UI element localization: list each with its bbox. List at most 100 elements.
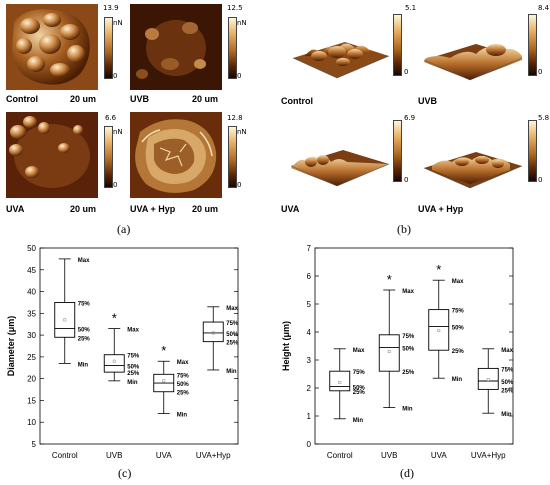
colorbar-unit-control: nN: [113, 19, 123, 27]
y-tick-label-0: 0: [307, 440, 312, 449]
box-2: Max 75% 50% 25% Min * UVA: [153, 343, 190, 460]
y-tick-label-5: 5: [307, 300, 312, 309]
afm-3d-control: [285, 14, 395, 94]
annotation-q3: 75%: [127, 354, 140, 360]
annotation-min: Min: [78, 362, 89, 368]
box-body: [477, 367, 499, 390]
annotation-max: Max: [127, 328, 139, 334]
category-label-3: UVA+Hyp: [196, 451, 231, 460]
afm-image-control: [6, 4, 98, 90]
y-axis-label: Height (μm): [281, 321, 291, 371]
y-tick-label-2: 2: [307, 384, 312, 393]
annotation-max: Max: [402, 289, 414, 295]
y-tick-label-8: 45: [27, 266, 36, 275]
tile-label-uva-hyp: UVA + Hyp: [130, 204, 176, 214]
colorbar-3d-max-uvb: 8.4: [538, 4, 550, 12]
y-tick-label-3: 20: [27, 375, 36, 384]
colorbar-uva: [104, 126, 113, 188]
category-label-0: Control: [327, 451, 353, 460]
annotation-min: Min: [353, 418, 364, 424]
colorbar-max-uvb: 12.5: [227, 4, 243, 12]
annotation-median: 50%: [452, 325, 465, 331]
annotation-q1: 25%: [78, 336, 91, 342]
scale-label-uvb: 20 um: [192, 94, 219, 104]
box-body: [54, 301, 76, 338]
colorbar-3d-uvb: [528, 14, 537, 76]
annotation-min: Min: [127, 380, 138, 386]
colorbar-3d-max-control: 5.1: [405, 4, 417, 12]
category-label-1: UVB: [381, 451, 397, 460]
mean-marker: [437, 329, 441, 333]
y-axis-label: Diameter (μm): [6, 316, 16, 377]
panel-label-b: (b): [397, 222, 411, 236]
category-label-0: Control: [52, 451, 78, 460]
y-tick-label-6: 35: [27, 309, 36, 318]
colorbar-max-uva: 6.6: [105, 114, 117, 122]
annotation-median: 50%: [127, 365, 140, 371]
colorbar-unit-uvb: nN: [237, 19, 247, 27]
afm-image-uva-hyp: [130, 112, 222, 198]
category-label-2: UVA: [431, 451, 448, 460]
y-tick-label-7: 7: [307, 244, 312, 253]
colorbar-uvb: [228, 17, 237, 79]
colorbar-3d-max-uva-hyp: 5.8: [538, 114, 550, 122]
tile-label-control: Control: [6, 94, 38, 104]
y-tick-label-9: 50: [27, 244, 36, 253]
colorbar-min-control: 0: [113, 72, 118, 80]
afm-image-uvb: [130, 4, 222, 90]
annotation-q1: 25%: [353, 390, 366, 396]
colorbar-3d-min-uva: 0: [404, 176, 409, 184]
y-tick-label-3: 3: [307, 356, 312, 365]
category-label-2: UVA: [156, 451, 173, 460]
panel-label-d: (d): [400, 466, 414, 480]
tile-3d-label-control: Control: [281, 96, 313, 106]
annotation-q3: 75%: [78, 301, 91, 307]
annotation-max: Max: [78, 258, 90, 264]
category-label-1: UVB: [106, 451, 122, 460]
annotation-median: 50%: [353, 386, 366, 392]
colorbar-3d-control: [393, 14, 402, 76]
panel-label-a: (a): [117, 222, 131, 236]
significance-marker: *: [387, 272, 392, 287]
plot-frame: [314, 247, 514, 445]
colorbar-max-uva-hyp: 12.8: [227, 114, 243, 122]
annotation-q3: 75%: [226, 321, 239, 327]
colorbar-3d-min-control: 0: [404, 68, 409, 76]
annotation-q1: 25%: [177, 391, 190, 397]
tile-3d-label-uvb: UVB: [418, 96, 438, 106]
colorbar-3d-min-uva-hyp: 0: [538, 176, 543, 184]
annotation-min: Min: [452, 377, 463, 383]
mean-marker: [486, 378, 490, 382]
box-3: Max 75% 50% 25% Min UVA+Hyp: [196, 306, 239, 460]
annotation-q1: 25%: [501, 388, 514, 394]
y-tick-label-1: 1: [307, 412, 312, 421]
y-tick-label-7: 40: [27, 288, 36, 297]
annotation-min: Min: [402, 407, 413, 413]
annotation-min: Min: [226, 369, 237, 375]
panel-label-c: (c): [118, 466, 132, 480]
y-tick-label-6: 6: [307, 272, 312, 281]
tile-label-uvb: UVB: [130, 94, 150, 104]
tile-label-uva: UVA: [6, 204, 25, 214]
scale-label-control: 20 um: [70, 94, 97, 104]
annotation-min: Min: [501, 412, 512, 418]
category-label-3: UVA+Hyp: [471, 451, 506, 460]
afm-3d-uvb: [418, 14, 528, 94]
scale-label-uva: 20 um: [70, 204, 97, 214]
box-3: Max 75% 50% 25% Min UVA+Hyp: [471, 348, 514, 460]
annotation-median: 50%: [402, 346, 415, 352]
annotation-min: Min: [177, 413, 188, 419]
colorbar-min-uvb: 0: [237, 72, 242, 80]
colorbar-3d-min-uvb: 0: [538, 68, 543, 76]
annotation-q3: 75%: [353, 370, 366, 376]
mean-marker: [162, 379, 166, 383]
box-body: [428, 309, 450, 351]
significance-marker: *: [112, 311, 117, 326]
y-tick-label-0: 5: [32, 440, 37, 449]
annotation-q3: 75%: [501, 367, 514, 373]
box-1: Max 75% 50%25% Min * UVB: [103, 311, 140, 460]
annotation-q1: 25%: [226, 341, 239, 347]
